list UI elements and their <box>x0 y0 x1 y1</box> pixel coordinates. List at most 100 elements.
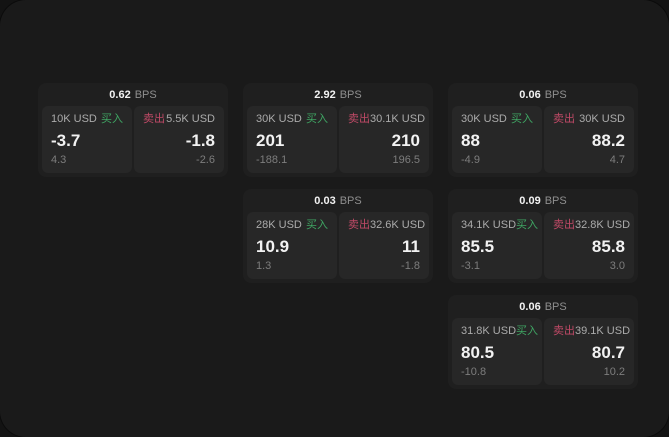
buy-price: -3.7 <box>51 130 81 150</box>
quote-column-3: 0.06 BPS 30K USD 买入 88 -4.9 卖出 30K USD 8… <box>448 83 638 389</box>
buy-side-label: 买入 <box>101 113 123 125</box>
quote-card: 0.06 BPS 31.8K USD 买入 80.5 -10.8 卖出 39.1… <box>448 295 638 389</box>
buy-panel-header: 30K USD 买入 <box>256 113 328 126</box>
buy-panel-header: 30K USD 买入 <box>461 113 533 126</box>
sell-notional: 5.5K USD <box>166 113 215 125</box>
sell-price: 85.8 <box>591 236 625 256</box>
bps-unit-label: BPS <box>339 194 362 207</box>
sell-price: 80.7 <box>591 342 625 362</box>
sell-side-label: 卖出 <box>348 219 370 231</box>
sell-delta: 4.7 <box>609 154 625 166</box>
buy-delta: 1.3 <box>256 260 272 272</box>
sell-panel-header: 卖出 30K USD <box>553 113 625 126</box>
sell-quote-panel[interactable]: 卖出 30K USD 88.2 4.7 <box>544 106 634 173</box>
buy-price: 201 <box>256 130 285 150</box>
quote-panels: 30K USD 买入 88 -4.9 卖出 30K USD 88.2 4.7 <box>452 106 634 173</box>
bps-unit-label: BPS <box>544 194 567 207</box>
buy-delta: -3.1 <box>461 260 480 272</box>
buy-quote-panel[interactable]: 28K USD 买入 10.9 1.3 <box>247 212 337 279</box>
bps-value: 0.09 <box>519 194 541 207</box>
sell-quote-panel[interactable]: 卖出 32.6K USD 11 -1.8 <box>339 212 429 279</box>
sell-side-label: 卖出 <box>143 113 165 125</box>
buy-quote-panel[interactable]: 34.1K USD 买入 85.5 -3.1 <box>452 212 542 279</box>
sell-side-label: 卖出 <box>553 219 575 231</box>
buy-panel-header: 28K USD 买入 <box>256 219 328 232</box>
buy-side-label: 买入 <box>511 113 533 125</box>
buy-quote-panel[interactable]: 31.8K USD 买入 80.5 -10.8 <box>452 318 542 385</box>
sell-panel-header: 卖出 39.1K USD <box>553 325 630 338</box>
sell-panel-header: 卖出 30.1K USD <box>348 113 425 126</box>
sell-side-label: 卖出 <box>553 325 575 337</box>
sell-delta: 196.5 <box>392 154 420 166</box>
bps-unit-label: BPS <box>134 88 157 101</box>
sell-quote-panel[interactable]: 卖出 39.1K USD 80.7 10.2 <box>544 318 634 385</box>
sell-quote-panel[interactable]: 卖出 30.1K USD 210 196.5 <box>339 106 429 173</box>
quote-column-1: 0.62 BPS 10K USD 买入 -3.7 4.3 卖出 5.5K USD… <box>38 83 228 177</box>
sell-notional: 30K USD <box>579 113 625 125</box>
quote-panels: 31.8K USD 买入 80.5 -10.8 卖出 39.1K USD 80.… <box>452 318 634 385</box>
quote-panels: 30K USD 买入 201 -188.1 卖出 30.1K USD 210 1… <box>247 106 429 173</box>
sell-panel-header: 卖出 32.8K USD <box>553 219 630 232</box>
quote-card: 0.09 BPS 34.1K USD 买入 85.5 -3.1 卖出 32.8K… <box>448 189 638 283</box>
quote-card: 0.62 BPS 10K USD 买入 -3.7 4.3 卖出 5.5K USD… <box>38 83 228 177</box>
buy-panel-header: 34.1K USD 买入 <box>461 219 538 232</box>
sell-side-label: 卖出 <box>553 113 575 125</box>
sell-price: 11 <box>402 236 420 256</box>
buy-notional: 31.8K USD <box>461 325 517 337</box>
quote-column-2: 2.92 BPS 30K USD 买入 201 -188.1 卖出 30.1K … <box>243 83 433 283</box>
buy-quote-panel[interactable]: 30K USD 买入 88 -4.9 <box>452 106 542 173</box>
card-header: 0.62 BPS <box>42 83 224 106</box>
buy-panel-header: 10K USD 买入 <box>51 113 123 126</box>
buy-side-label: 买入 <box>516 219 539 231</box>
sell-notional: 39.1K USD <box>575 325 631 337</box>
sell-quote-panel[interactable]: 卖出 32.8K USD 85.8 3.0 <box>544 212 634 279</box>
sell-quote-panel[interactable]: 卖出 5.5K USD -1.8 -2.6 <box>134 106 224 173</box>
bps-unit-label: BPS <box>544 300 567 313</box>
buy-notional: 30K USD <box>256 113 302 125</box>
sell-notional: 32.8K USD <box>575 219 631 231</box>
buy-delta: 4.3 <box>51 154 67 166</box>
card-header: 0.06 BPS <box>452 83 634 106</box>
buy-side-label: 买入 <box>516 325 539 337</box>
sell-notional: 32.6K USD <box>370 219 426 231</box>
sell-price: 88.2 <box>591 130 625 150</box>
bps-value: 0.03 <box>314 194 336 207</box>
quote-card: 2.92 BPS 30K USD 买入 201 -188.1 卖出 30.1K … <box>243 83 433 177</box>
buy-notional: 34.1K USD <box>461 219 517 231</box>
buy-delta: -4.9 <box>461 154 480 166</box>
bps-value: 0.06 <box>519 300 541 313</box>
card-header: 0.09 BPS <box>452 189 634 212</box>
sell-panel-header: 卖出 32.6K USD <box>348 219 425 232</box>
buy-side-label: 买入 <box>306 113 328 125</box>
buy-panel-header: 31.8K USD 买入 <box>461 325 538 338</box>
buy-delta: -188.1 <box>256 154 288 166</box>
sell-delta: 10.2 <box>603 366 625 378</box>
buy-quote-panel[interactable]: 30K USD 买入 201 -188.1 <box>247 106 337 173</box>
card-header: 0.06 BPS <box>452 295 634 318</box>
buy-quote-panel[interactable]: 10K USD 买入 -3.7 4.3 <box>42 106 132 173</box>
quote-panels: 28K USD 买入 10.9 1.3 卖出 32.6K USD 11 -1.8 <box>247 212 429 279</box>
buy-price: 85.5 <box>461 236 495 256</box>
buy-notional: 10K USD <box>51 113 97 125</box>
sell-side-label: 卖出 <box>348 113 370 125</box>
buy-price: 10.9 <box>256 236 290 256</box>
sell-delta: -1.8 <box>401 260 420 272</box>
sell-panel-header: 卖出 5.5K USD <box>143 113 215 126</box>
bps-value: 0.62 <box>109 88 131 101</box>
sell-delta: -2.6 <box>196 154 215 166</box>
bps-unit-label: BPS <box>339 88 362 101</box>
buy-price: 80.5 <box>461 342 495 362</box>
card-header: 0.03 BPS <box>247 189 429 212</box>
sell-delta: 3.0 <box>609 260 625 272</box>
sell-price: -1.8 <box>185 130 215 150</box>
card-header: 2.92 BPS <box>247 83 429 106</box>
quote-panels: 34.1K USD 买入 85.5 -3.1 卖出 32.8K USD 85.8… <box>452 212 634 279</box>
quote-card: 0.03 BPS 28K USD 买入 10.9 1.3 卖出 32.6K US… <box>243 189 433 283</box>
buy-delta: -10.8 <box>461 366 487 378</box>
bps-value: 2.92 <box>314 88 336 101</box>
buy-side-label: 买入 <box>306 219 328 231</box>
quote-card: 0.06 BPS 30K USD 买入 88 -4.9 卖出 30K USD 8… <box>448 83 638 177</box>
sell-notional: 30.1K USD <box>370 113 426 125</box>
buy-notional: 30K USD <box>461 113 507 125</box>
